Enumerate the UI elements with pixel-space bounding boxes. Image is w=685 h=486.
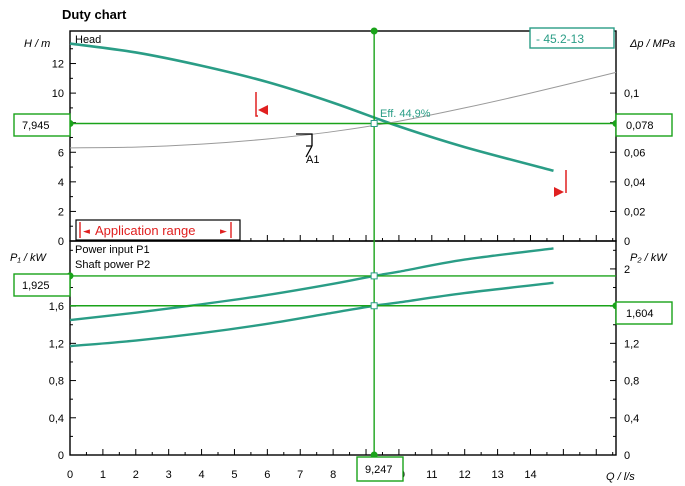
efficiency-label: Eff. 44,9% xyxy=(380,108,431,120)
head-legend: Head xyxy=(75,34,101,46)
range-start-marker xyxy=(255,92,258,117)
operating-point-marker xyxy=(370,272,378,280)
flow-value: 9,247 xyxy=(365,464,393,476)
head-tick-label: 10 xyxy=(52,88,64,100)
head-tick-label: 12 xyxy=(52,59,64,71)
x-tick-label: 4 xyxy=(199,469,205,481)
a1-label: A1 xyxy=(306,154,319,166)
pressure-axis-label: Δp / MPa xyxy=(629,38,675,50)
application-range-arrow-left: ◄ xyxy=(83,227,90,237)
application-range-label: Application range xyxy=(95,223,195,238)
shaft-power-curve xyxy=(69,281,554,348)
chart-title: Duty chart xyxy=(62,7,127,22)
x-tick-label: 11 xyxy=(426,469,437,481)
power-input-value-box xyxy=(13,273,71,297)
x-tick-label: 2 xyxy=(133,469,139,481)
power-input-tick-label: 1,6 xyxy=(49,301,64,313)
system-curve xyxy=(69,71,617,149)
head-axis-label: H / m xyxy=(24,38,50,50)
pressure-tick-label: 0,06 xyxy=(624,147,645,159)
power-input-value: 1,925 xyxy=(22,280,50,292)
x-tick-label: 13 xyxy=(491,469,503,481)
pressure-tick-label: 0,1 xyxy=(624,88,639,100)
application-range-arrow-right: ► xyxy=(220,227,227,237)
application-range-bracket xyxy=(79,222,232,238)
head-tick-label: 0 xyxy=(58,236,64,248)
operating-point-marker xyxy=(370,302,378,310)
operating-dot xyxy=(370,27,378,35)
x-tick-label: 14 xyxy=(524,469,536,481)
head-value-box xyxy=(13,113,71,137)
power-input-tick-label: 0,8 xyxy=(49,376,64,388)
power-input-tick-label: 1,2 xyxy=(49,338,64,350)
x-tick-label: 8 xyxy=(330,469,336,481)
flow-axis-label: Q / l/s xyxy=(606,471,635,483)
curves-layer xyxy=(69,42,617,348)
a1-marker xyxy=(296,133,313,158)
power-panel-frame xyxy=(69,240,617,456)
pressure-value-box xyxy=(615,113,673,137)
x-tick-label: 5 xyxy=(231,469,237,481)
head-value: 7,945 xyxy=(22,120,50,132)
head-panel-frame xyxy=(69,30,617,242)
x-tick-label: 1 xyxy=(100,469,106,481)
range-start-arrow xyxy=(258,105,268,115)
range-end-arrow xyxy=(554,187,564,197)
head-curve xyxy=(69,42,554,173)
operating-point-marker xyxy=(370,120,378,128)
shaft-power-value: 1,604 xyxy=(626,308,654,320)
model-label: - 45.2-13 xyxy=(536,32,584,46)
shaft-power-tick-label: 0 xyxy=(624,450,630,462)
power-input-legend: Power input P1 xyxy=(75,244,150,256)
shaft-power-tick-label: 0,8 xyxy=(624,376,639,388)
pressure-tick-label: 0,04 xyxy=(624,177,645,189)
shaft-power-tick-label: 2 xyxy=(624,264,630,276)
application-range-box xyxy=(75,219,241,241)
shaft-power-axis-label: P₂ / kW xyxy=(630,252,668,264)
pressure-tick-label: 0 xyxy=(624,236,630,248)
power-input-tick-label: 0 xyxy=(58,450,64,462)
pressure-value: 0,078 xyxy=(626,120,654,132)
x-tick-label: 3 xyxy=(166,469,172,481)
head-tick-label: 6 xyxy=(58,147,64,159)
head-tick-label: 2 xyxy=(58,206,64,218)
pressure-tick-label: 0,02 xyxy=(624,206,645,218)
ticks-layer: 0123456789101112131402468101200,020,040,… xyxy=(49,48,645,481)
operating-lines-layer xyxy=(66,27,620,459)
x-tick-label: 6 xyxy=(264,469,270,481)
power-input-curve xyxy=(69,247,554,322)
flow-value-box xyxy=(356,456,404,482)
shaft-power-tick-label: 0,4 xyxy=(624,413,639,425)
x-tick-label: 0 xyxy=(67,469,73,481)
power-input-axis-label: P₁ / kW xyxy=(10,252,47,264)
x-tick-label: 12 xyxy=(459,469,471,481)
shaft-power-value-box xyxy=(615,301,673,325)
power-input-tick-label: 0,4 xyxy=(49,413,64,425)
model-box xyxy=(529,27,615,49)
shaft-power-legend: Shaft power P2 xyxy=(75,259,150,271)
head-tick-label: 4 xyxy=(58,177,64,189)
shaft-power-tick-label: 1,2 xyxy=(624,338,639,350)
x-tick-label: 7 xyxy=(297,469,303,481)
